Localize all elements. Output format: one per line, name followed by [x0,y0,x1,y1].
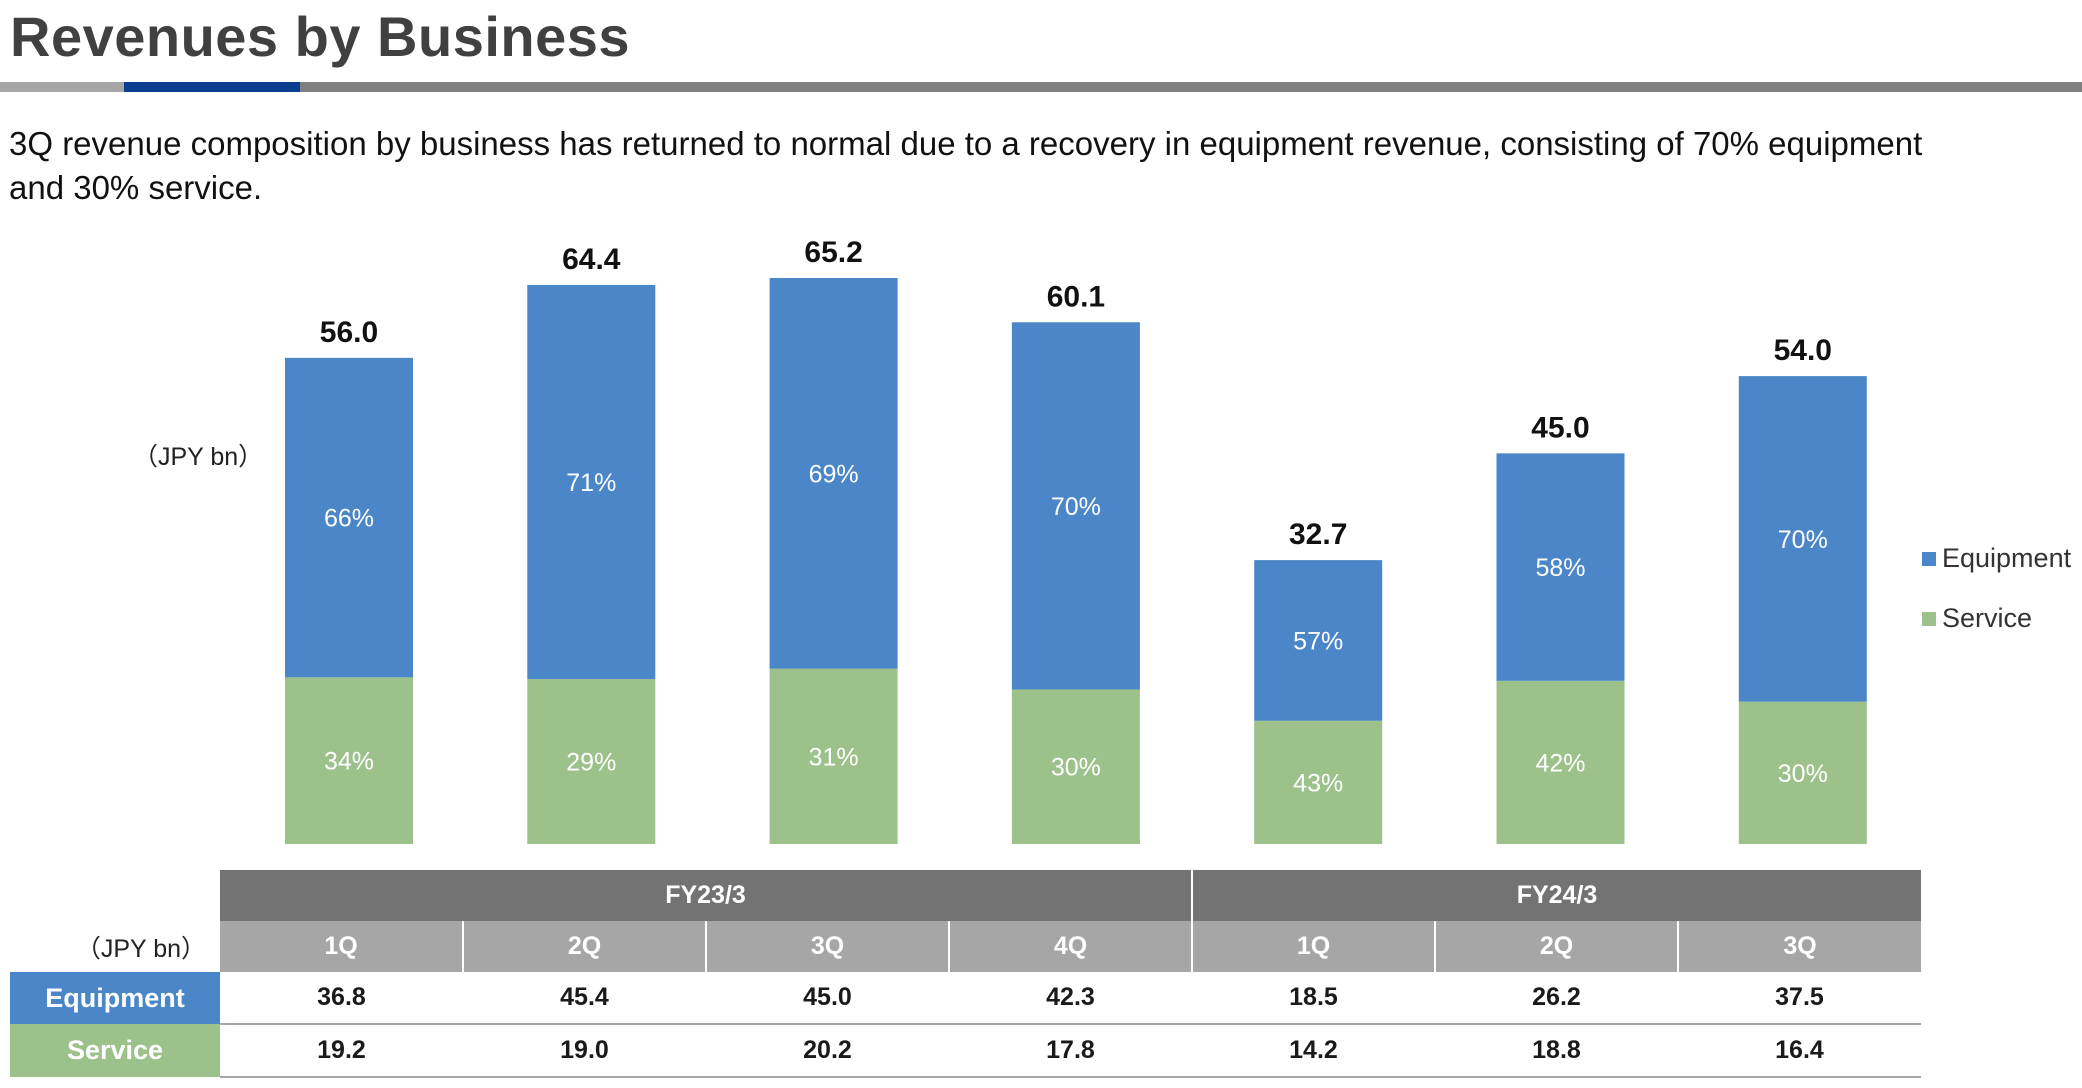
table-quarter-header: 1Q [1191,921,1435,972]
bar-equipment [527,284,656,680]
bar-equipment-share-label: 70% [1051,493,1101,521]
table-cell: 19.0 [463,1024,706,1078]
table-fy23-header: FY23/3 [220,870,1192,921]
bar-equipment-share-label: 66% [324,505,374,533]
bar-equipment-share-label: 69% [809,460,859,488]
legend-service-label: Service [1942,603,2033,633]
table-quarter-header: 3Q [705,921,949,972]
table-cell: 14.2 [1192,1024,1435,1078]
table-cell: 19.2 [220,1024,463,1078]
bar-total-label: 54.0 [1774,334,1832,367]
bar-equipment-share-label: 70% [1778,526,1828,554]
bar-service-share-label: 30% [1051,754,1101,782]
legend-service: Service [1922,603,2032,634]
table-quarter-header: 1Q [220,921,463,972]
bar-total-label: 32.7 [1289,518,1347,551]
legend-equipment: Equipment [1922,543,2071,574]
table-cell: 45.4 [463,972,706,1025]
title-rule-accent [124,82,300,92]
chart-unit-label: （JPY bn） [133,443,264,471]
title-rule-right [300,82,2082,92]
bar-service-share-label: 29% [566,749,616,777]
table-cell: 18.5 [1192,972,1435,1025]
bar-equipment [1254,560,1383,721]
bar-total-label: 45.0 [1531,411,1589,444]
bar-equipment [1011,322,1140,690]
table-fy-row: FY23/3 FY24/3 [10,870,1921,921]
table-cell: 20.2 [706,1024,949,1078]
bar-service [769,668,898,844]
page-title: Revenues by Business [10,5,631,68]
table-cell: 16.4 [1678,1024,1921,1078]
legend-equipment-swatch [1922,551,1936,566]
bar-service-share-label: 34% [324,748,374,776]
bar-service-share-label: 31% [809,743,859,771]
table-unit-label: （JPY bn） [75,934,206,963]
bar-total-label: 65.2 [804,236,862,269]
table-quarter-header: 3Q [1677,921,1921,972]
table-cell: 18.8 [1435,1024,1678,1078]
table-row-label-service: Service [10,1024,220,1077]
table-quarter-row: （JPY bn） 1Q 2Q 3Q 4Q 1Q 2Q 3Q [10,921,1921,972]
bar-service-share-label: 43% [1293,769,1343,797]
title-rule-left [0,82,124,92]
bar-total-label: 64.4 [562,243,621,276]
revenue-data-table: FY23/3 FY24/3 （JPY bn） 1Q 2Q 3Q 4Q 1Q 2Q… [10,870,1921,1078]
bar-service [1496,680,1625,844]
bar-equipment-share-label: 57% [1293,627,1343,655]
table-row-label-equipment: Equipment [10,972,220,1024]
bar-total-label: 60.1 [1047,280,1105,313]
bar-service-share-label: 30% [1778,760,1828,788]
table-fy24-header: FY24/3 [1191,870,1921,921]
table-quarter-header: 2Q [1434,921,1678,972]
bar-service-share-label: 42% [1535,749,1585,777]
revenue-stacked-bar-chart: 34% 66% 56.0 29% 71% 64.4 31% 69% 65.2 30% 70% 60.1… [285,236,1867,844]
table-cell: 26.2 [1435,972,1678,1025]
page-subtitle: 3Q revenue composition by business has r… [9,125,1923,206]
table-cell: 37.5 [1678,972,1921,1025]
bar-service [527,679,656,844]
table-row-equipment: Equipment 36.8 45.4 45.0 42.3 18.5 26.2 … [10,972,1921,1025]
table-quarter-header: 4Q [948,921,1192,972]
bar-service [285,677,413,844]
table-corner [10,870,220,921]
legend-equipment-label: Equipment [1942,543,2072,573]
table-cell: 42.3 [949,972,1192,1025]
bar-equipment-share-label: 71% [566,469,616,497]
bar-equipment [1738,376,1867,702]
bar-service [1254,720,1383,844]
legend-service-swatch [1922,611,1936,626]
bar-equipment [285,357,413,678]
bar-equipment [769,278,898,669]
bar-service [1011,689,1140,844]
table-cell: 17.8 [949,1024,1192,1078]
table-cell: 36.8 [220,972,463,1025]
table-cell: 45.0 [706,972,949,1025]
table-quarter-header: 2Q [462,921,706,972]
bar-equipment-share-label: 58% [1535,554,1585,582]
bar-total-label: 56.0 [320,316,378,349]
table-row-service: Service 19.2 19.0 20.2 17.8 14.2 18.8 16… [10,1024,1921,1078]
bar-service [1738,701,1867,844]
bar-equipment [1496,453,1625,681]
